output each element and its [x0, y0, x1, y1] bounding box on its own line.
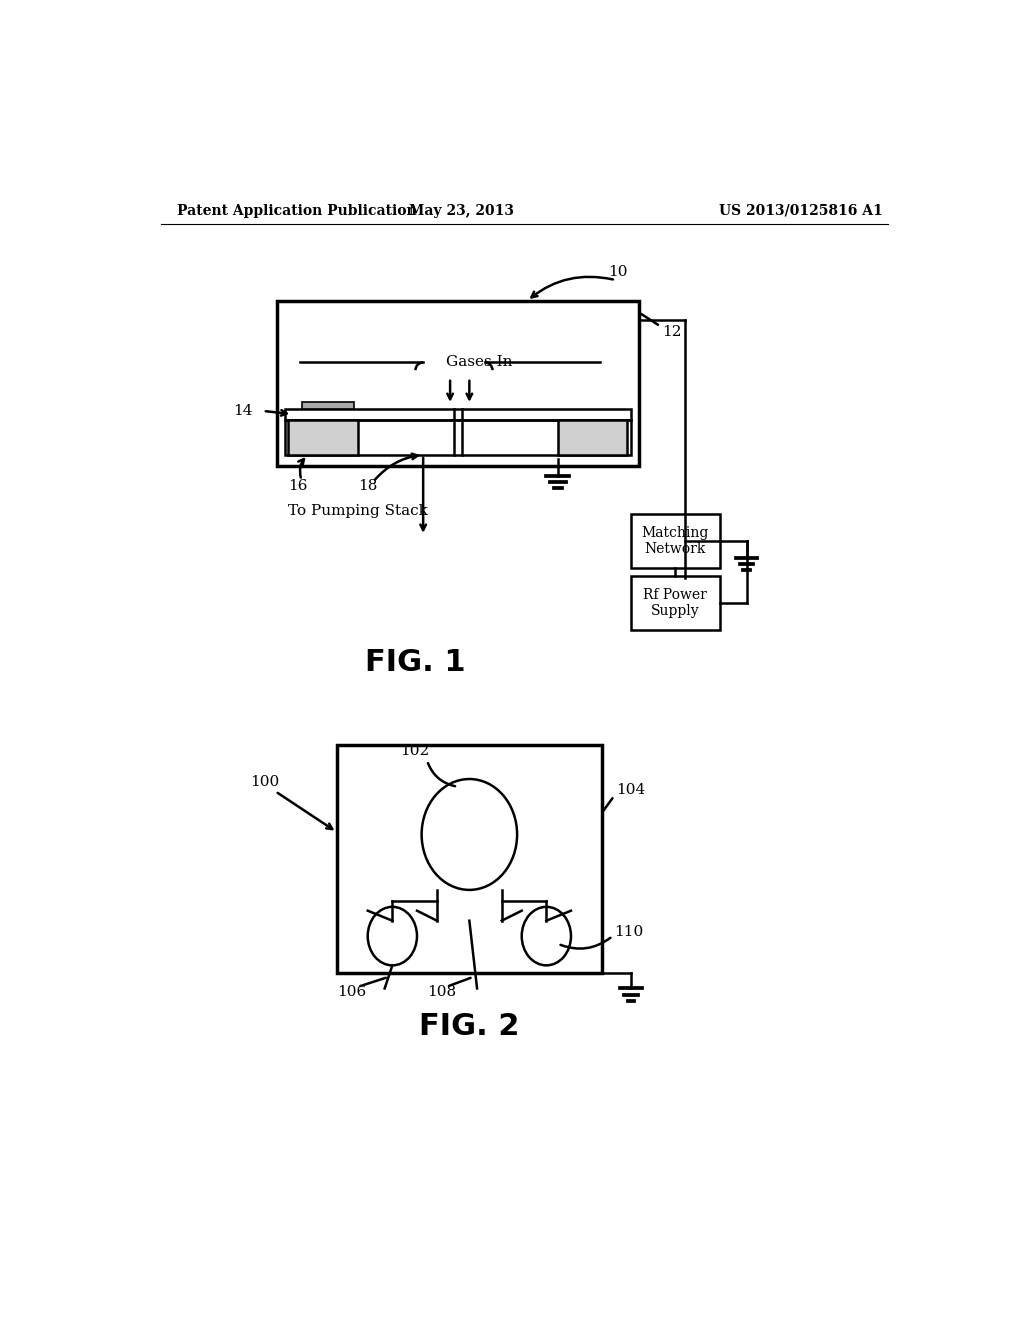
Bar: [285, 420, 631, 455]
Text: 110: 110: [614, 925, 643, 940]
Bar: [558, 420, 628, 455]
Text: 108: 108: [427, 985, 456, 998]
Bar: [285, 409, 631, 420]
Text: May 23, 2013: May 23, 2013: [410, 203, 514, 218]
Bar: [631, 576, 720, 630]
Bar: [276, 301, 639, 466]
Text: Patent Application Publication: Patent Application Publication: [177, 203, 417, 218]
Text: Gases In: Gases In: [446, 355, 513, 370]
Text: To Pumping Stack: To Pumping Stack: [288, 504, 428, 517]
Text: FIG. 1: FIG. 1: [366, 648, 466, 677]
Text: FIG. 2: FIG. 2: [419, 1012, 519, 1041]
Text: 18: 18: [357, 479, 377, 492]
Text: 106: 106: [337, 985, 367, 998]
Bar: [631, 515, 720, 568]
Text: 100: 100: [250, 775, 280, 789]
Text: 10: 10: [608, 265, 628, 280]
Text: Matching
Network: Matching Network: [642, 525, 709, 556]
Text: US 2013/0125816 A1: US 2013/0125816 A1: [719, 203, 883, 218]
Text: 16: 16: [289, 479, 308, 492]
Text: Rf Power
Supply: Rf Power Supply: [643, 587, 708, 618]
Text: 104: 104: [615, 783, 645, 797]
Text: 14: 14: [232, 404, 252, 418]
Bar: [337, 744, 602, 973]
Bar: [289, 420, 357, 455]
Text: 12: 12: [662, 325, 681, 339]
Bar: [301, 403, 354, 409]
Text: 102: 102: [400, 744, 429, 758]
